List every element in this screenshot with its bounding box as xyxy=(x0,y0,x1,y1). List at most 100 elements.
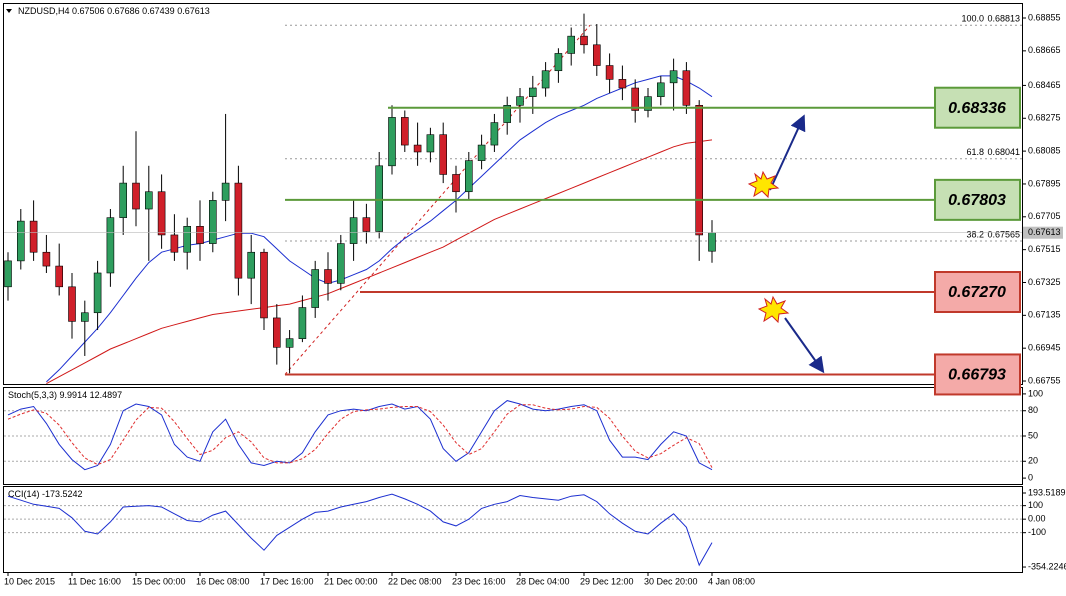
candle-body xyxy=(452,174,460,193)
candle-body xyxy=(157,191,166,236)
x-tick-label: 23 Dec 16:00 xyxy=(452,576,506,586)
y-tick-label: 0.68855 xyxy=(1028,12,1061,22)
x-tick-label: 30 Dec 20:00 xyxy=(644,576,698,586)
fibo-level: 61.8 xyxy=(966,147,984,157)
candle-body xyxy=(605,65,614,80)
y-tick-label: 0.68665 xyxy=(1028,45,1061,55)
level-box xyxy=(934,353,1021,396)
candle-body xyxy=(656,82,665,97)
arrow-down xyxy=(784,317,825,374)
series-line xyxy=(46,75,713,383)
candle-body xyxy=(708,232,716,252)
candle-body xyxy=(145,191,153,210)
close-value: 0.67613 xyxy=(177,6,210,16)
candle-body xyxy=(375,165,384,232)
candle-body xyxy=(477,144,486,161)
burst-icon xyxy=(757,295,790,324)
open-value: 0.67506 xyxy=(72,6,105,16)
y-tick-label: 0.66755 xyxy=(1028,375,1061,385)
y-tick-label: 0.67895 xyxy=(1028,178,1061,188)
y-tick-label: 20 xyxy=(1028,456,1038,466)
x-tick-label: 15 Dec 00:00 xyxy=(132,576,186,586)
menu-triangle xyxy=(6,9,12,13)
candle-body xyxy=(29,220,38,253)
burst-icon xyxy=(747,170,780,199)
candle-body xyxy=(221,182,230,201)
candle-body xyxy=(490,122,499,146)
candle-body xyxy=(631,87,640,111)
fibo-level: 38.2 xyxy=(966,229,984,239)
candle-body xyxy=(247,251,255,279)
candle-body xyxy=(81,312,89,322)
candle-body xyxy=(234,182,243,279)
y-tick-label: 100 xyxy=(1028,388,1043,398)
candle-body xyxy=(682,70,691,106)
candle-body xyxy=(272,317,281,348)
main-panel xyxy=(3,3,1023,385)
x-tick-label: 28 Dec 04:00 xyxy=(516,576,570,586)
y-tick-label: 0.68085 xyxy=(1028,145,1061,155)
y-tick-label: 0.68465 xyxy=(1028,80,1061,90)
candle-body xyxy=(426,134,435,153)
chart-header: NZDUSD,H4 0.67506 0.67686 0.67439 0.6761… xyxy=(18,6,210,16)
fibo-price: 0.68813 xyxy=(987,14,1020,24)
high-value: 0.67686 xyxy=(107,6,140,16)
candle-body xyxy=(644,96,652,111)
candle-body xyxy=(388,117,396,167)
candle-body xyxy=(669,70,678,84)
candle-body xyxy=(592,44,601,66)
low-value: 0.67439 xyxy=(142,6,175,16)
indicator-value: 12.4897 xyxy=(90,390,123,400)
candle-body xyxy=(413,144,422,153)
indicator-name: CCI(14) xyxy=(8,489,40,499)
x-tick-label: 10 Dec 2015 xyxy=(4,576,55,586)
candle-body xyxy=(93,272,102,314)
cci-header: CCI(14) -173.5242 xyxy=(8,489,83,499)
candle-body xyxy=(362,217,371,232)
candle-body xyxy=(554,53,563,72)
candle-body xyxy=(400,117,409,146)
fibo-price: 0.67565 xyxy=(987,229,1020,239)
symbol: NZDUSD,H4 xyxy=(18,6,70,16)
series-line xyxy=(7,493,713,567)
stoch-header: Stoch(5,3,3) 9.9914 12.4897 xyxy=(8,390,122,400)
candle-body xyxy=(618,79,627,89)
candle-body xyxy=(68,286,76,322)
y-tick-label: 0.67705 xyxy=(1028,211,1061,221)
level-box xyxy=(934,178,1021,221)
fibo-level: 100.0 xyxy=(961,14,984,24)
candle-body xyxy=(170,234,179,253)
y-tick-label: 50 xyxy=(1028,430,1038,440)
candle-body xyxy=(528,87,537,97)
fibo-price: 0.68041 xyxy=(987,147,1020,157)
y-tick-label: 100 xyxy=(1028,500,1043,510)
x-tick-label: 17 Dec 16:00 xyxy=(260,576,314,586)
candle-body xyxy=(209,200,217,244)
indicator-value: -173.5242 xyxy=(42,489,83,499)
level-box xyxy=(934,86,1021,129)
candle-body xyxy=(196,226,204,244)
series-line xyxy=(46,139,713,385)
candle-body xyxy=(516,96,524,106)
x-tick-label: 4 Jan 08:00 xyxy=(708,576,755,586)
level-label: 0.66793 xyxy=(948,367,1006,384)
series-line xyxy=(7,400,713,471)
current-price-box xyxy=(1023,226,1063,239)
candle-body xyxy=(132,182,140,210)
x-tick-label: 11 Dec 16:00 xyxy=(68,576,121,586)
candle-body xyxy=(439,134,448,175)
y-tick-label: 0.68275 xyxy=(1028,113,1061,123)
candle-body xyxy=(106,217,115,274)
y-tick-label: 0.66945 xyxy=(1028,343,1061,353)
y-tick-label: 0 xyxy=(1028,472,1033,482)
indicator-value: 9.9914 xyxy=(60,390,88,400)
candle-body xyxy=(503,105,512,123)
y-tick-label: 193.5189 xyxy=(1028,487,1066,497)
indicator-name: Stoch(5,3,3) xyxy=(8,390,57,400)
x-tick-label: 29 Dec 12:00 xyxy=(580,576,634,586)
candle-body xyxy=(336,243,345,284)
y-tick-label: 0.67515 xyxy=(1028,244,1061,254)
fibo-trendline xyxy=(284,24,591,375)
cci-panel xyxy=(3,486,1023,573)
